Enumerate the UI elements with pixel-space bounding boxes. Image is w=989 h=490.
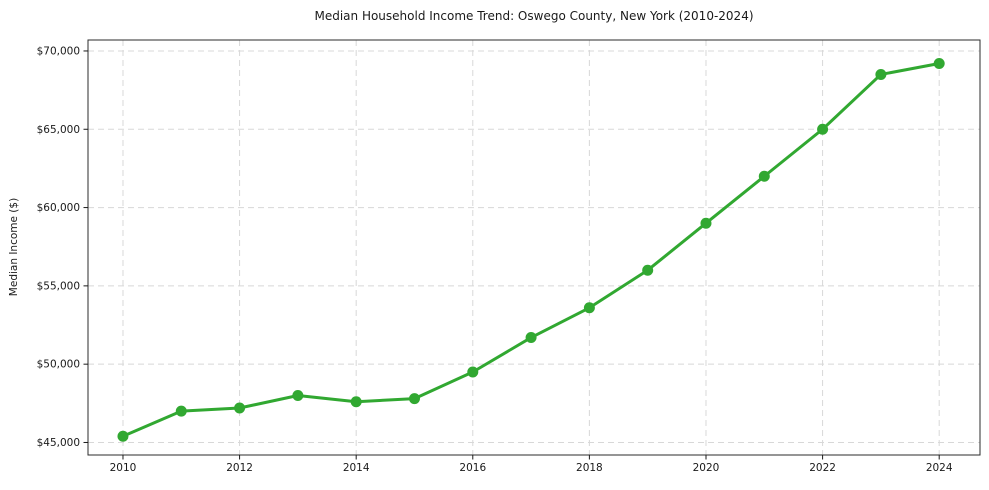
- data-point-marker: [292, 389, 304, 401]
- x-tick-label: 2016: [459, 462, 486, 474]
- data-point-marker: [467, 366, 479, 378]
- y-tick-label: $70,000: [37, 46, 80, 58]
- data-point-marker: [933, 57, 945, 69]
- y-tick-label: $60,000: [37, 202, 80, 214]
- x-tick-label: 2022: [809, 462, 836, 474]
- data-point-marker: [117, 430, 129, 442]
- data-point-marker: [583, 302, 595, 314]
- data-point-marker: [408, 393, 420, 405]
- data-point-marker: [875, 68, 887, 80]
- data-point-marker: [700, 217, 712, 229]
- y-tick-label: $65,000: [37, 124, 80, 136]
- data-point-marker: [234, 402, 246, 414]
- x-tick-label: 2024: [926, 462, 953, 474]
- data-point-marker: [758, 170, 770, 182]
- chart-title: Median Household Income Trend: Oswego Co…: [314, 9, 754, 23]
- y-tick-label: $45,000: [37, 437, 80, 449]
- y-tick-label: $55,000: [37, 280, 80, 292]
- data-point-marker: [175, 405, 187, 417]
- plot-border: [87, 39, 981, 456]
- data-point-marker: [817, 123, 829, 135]
- x-tick-label: 2012: [226, 462, 253, 474]
- data-point-marker: [525, 332, 537, 344]
- y-tick-label: $50,000: [37, 359, 80, 371]
- data-point-marker: [642, 264, 654, 276]
- x-tick-label: 2020: [693, 462, 720, 474]
- x-tick-label: 2010: [110, 462, 137, 474]
- x-tick-label: 2014: [343, 462, 370, 474]
- data-line: [121, 61, 941, 438]
- x-tick-label: 2018: [576, 462, 603, 474]
- data-point-marker: [350, 396, 362, 408]
